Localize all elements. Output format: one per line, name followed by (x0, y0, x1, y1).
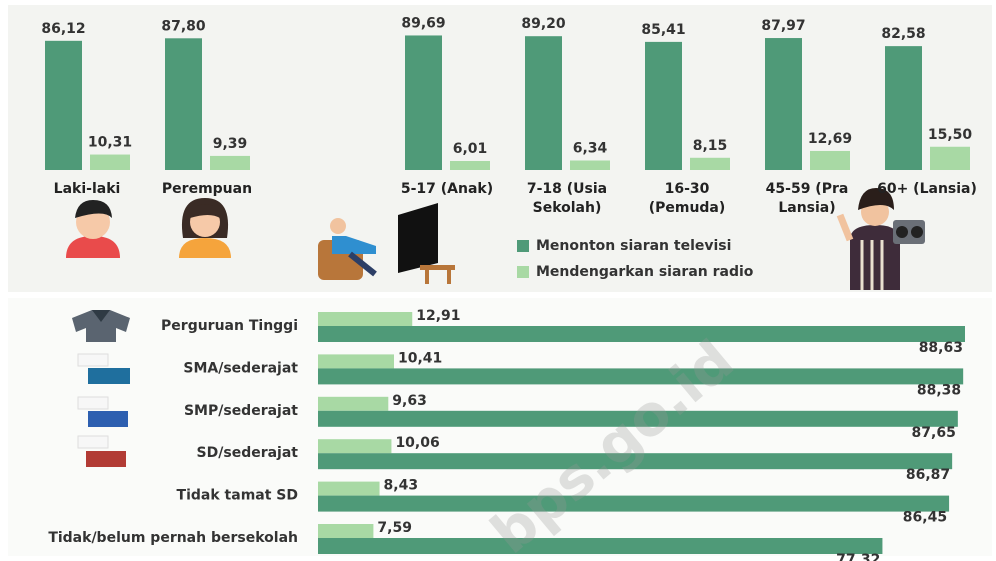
bar (930, 146, 970, 170)
value-label: 87,97 (761, 18, 805, 34)
radio-icon (836, 188, 925, 290)
value-label: 10,06 (395, 435, 439, 451)
value-label: 6,34 (573, 140, 608, 156)
category-label: 7-18 (Usia Sekolah) (526, 181, 608, 216)
bar (45, 40, 82, 170)
value-label: 8,43 (384, 478, 419, 494)
value-label: 89,69 (401, 15, 445, 31)
value-label: 86,12 (41, 21, 85, 37)
legend-label: Mendengarkan siaran radio (536, 264, 754, 280)
bar (450, 160, 490, 170)
category-label: 45-59 (Pra Lansia) (765, 181, 849, 216)
bar (645, 41, 682, 171)
value-label: 86,87 (906, 467, 950, 483)
bar (318, 312, 413, 326)
bar (405, 35, 442, 171)
bar (318, 524, 374, 538)
category-label: SD/sederajat (197, 445, 299, 461)
category-label: SMP/sederajat (184, 403, 298, 419)
category-label: Laki-laki (53, 181, 121, 197)
value-label: 8,15 (693, 138, 728, 154)
legend-label: Menonton siaran televisi (536, 238, 731, 254)
bar (525, 36, 562, 171)
value-label: 89,20 (521, 16, 566, 32)
bar (318, 439, 392, 454)
legend-swatch (517, 266, 529, 278)
bar (570, 160, 610, 170)
category-label: 5-17 (Anak) (400, 181, 494, 197)
bar (318, 453, 953, 470)
value-label: 88,63 (919, 340, 963, 356)
value-label: 6,01 (453, 141, 488, 157)
value-label: 82,58 (881, 26, 925, 42)
legend-swatch (517, 240, 529, 252)
category-label: Perempuan (161, 181, 253, 197)
bar (690, 157, 730, 170)
value-label: 10,41 (398, 350, 442, 366)
bar (318, 495, 950, 512)
category-label: Perguruan Tinggi (161, 318, 298, 334)
value-label: 12,69 (808, 131, 852, 147)
value-label: 86,45 (903, 510, 947, 526)
bar (318, 368, 964, 385)
woman-icon (179, 198, 231, 258)
bar (318, 326, 965, 342)
value-label: 87,80 (161, 18, 206, 34)
value-label: 15,50 (928, 127, 973, 143)
bar (90, 154, 130, 170)
bar (318, 354, 394, 369)
clothes-icons (72, 310, 130, 467)
value-label: 9,39 (213, 136, 248, 152)
bar (318, 396, 389, 411)
value-label: 85,41 (641, 22, 685, 38)
category-label: SMA/sederajat (183, 360, 298, 376)
bar (318, 481, 380, 496)
category-label: Tidak tamat SD (177, 488, 298, 504)
category-label: 16-30 (Pemuda) (648, 181, 726, 216)
bar (210, 155, 250, 170)
value-label: 10,31 (88, 135, 132, 151)
value-label: 12,91 (416, 308, 460, 324)
bar (885, 46, 922, 170)
tv-icon (318, 203, 455, 284)
value-label: 77,32 (836, 552, 880, 561)
value-label: 88,38 (917, 382, 961, 398)
value-label: 9,63 (392, 393, 427, 409)
bar (318, 410, 958, 427)
top-panel (8, 5, 992, 292)
bar (810, 150, 850, 170)
bar (318, 538, 883, 554)
value-label: 7,59 (377, 520, 412, 536)
bar (765, 38, 802, 170)
category-label: Tidak/belum pernah bersekolah (48, 530, 298, 546)
man-icon (66, 200, 120, 258)
value-label: 87,65 (912, 425, 956, 441)
bar (165, 38, 202, 170)
category-label: 60+ (Lansia) (877, 181, 977, 197)
